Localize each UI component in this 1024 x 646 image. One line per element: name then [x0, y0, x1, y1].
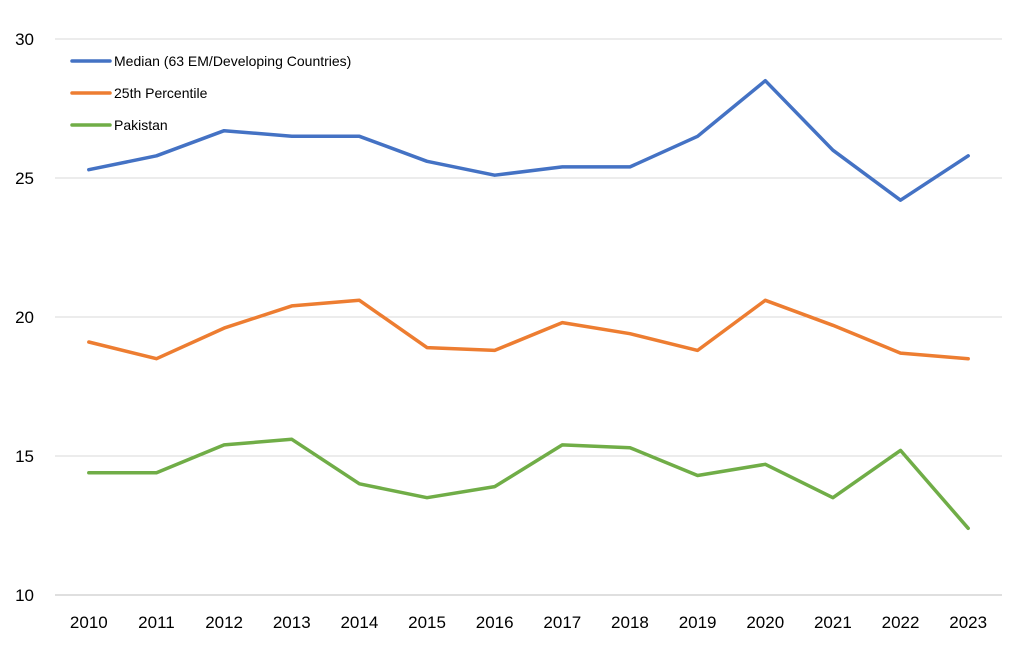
y-tick-label: 10: [15, 586, 34, 605]
data-point-pakistan: [764, 463, 767, 466]
data-point-25th-percentile: [155, 357, 158, 360]
y-tick-label: 15: [15, 447, 34, 466]
gridlines: [55, 38, 1002, 457]
y-tick-label: 25: [15, 169, 34, 188]
data-point-median-63-em-developing-countries: [290, 135, 293, 138]
data-point-median-63-em-developing-countries: [696, 135, 699, 138]
data-point-25th-percentile: [493, 349, 496, 352]
data-point-pakistan: [899, 449, 902, 452]
x-tick-label: 2017: [543, 613, 581, 632]
legend-label: Pakistan: [114, 117, 168, 133]
x-tick-label: 2016: [476, 613, 514, 632]
data-point-pakistan: [967, 527, 970, 530]
data-point-pakistan: [628, 446, 631, 449]
data-point-median-63-em-developing-countries: [493, 174, 496, 177]
data-point-25th-percentile: [358, 299, 361, 302]
series-line-25th-percentile: [87, 298, 970, 361]
x-tick-label: 2013: [273, 613, 311, 632]
legend-label: 25th Percentile: [114, 85, 208, 101]
data-point-pakistan: [155, 471, 158, 474]
x-tick-label: 2010: [70, 613, 108, 632]
data-point-25th-percentile: [290, 304, 293, 307]
y-tick-label: 30: [15, 30, 34, 49]
data-point-25th-percentile: [87, 341, 90, 344]
data-point-25th-percentile: [628, 332, 631, 335]
legend-label: Median (63 EM/Developing Countries): [114, 53, 351, 69]
data-point-median-63-em-developing-countries: [87, 168, 90, 171]
data-point-25th-percentile: [696, 349, 699, 352]
data-point-25th-percentile: [223, 327, 226, 330]
data-point-25th-percentile: [899, 352, 902, 355]
data-point-pakistan: [426, 496, 429, 499]
x-tick-label: 2023: [949, 613, 987, 632]
data-point-median-63-em-developing-countries: [426, 160, 429, 163]
x-tick-label: 2019: [679, 613, 717, 632]
x-tick-label: 2021: [814, 613, 852, 632]
data-point-25th-percentile: [967, 357, 970, 360]
data-point-median-63-em-developing-countries: [223, 129, 226, 132]
x-tick-label: 2018: [611, 613, 649, 632]
data-point-median-63-em-developing-countries: [899, 199, 902, 202]
y-tick-label: 20: [15, 308, 34, 327]
x-tick-label: 2022: [882, 613, 920, 632]
data-point-pakistan: [290, 438, 293, 441]
x-tick-label: 2020: [746, 613, 784, 632]
data-point-pakistan: [696, 474, 699, 477]
data-point-pakistan: [561, 443, 564, 446]
axes: 10 15 20 25 30 2010 2011 2012 2013 2014 2015 2016 20…: [15, 30, 1002, 632]
data-point-median-63-em-developing-countries: [628, 165, 631, 168]
x-tick-label: 2015: [408, 613, 446, 632]
data-point-pakistan: [493, 485, 496, 488]
x-tick-label: 2011: [138, 613, 175, 632]
data-point-pakistan: [87, 471, 90, 474]
data-point-median-63-em-developing-countries: [358, 135, 361, 138]
legend: Median (63 EM/Developing Countries) 25th …: [70, 53, 351, 133]
data-point-median-63-em-developing-countries: [561, 165, 564, 168]
data-point-pakistan: [223, 443, 226, 446]
data-point-25th-percentile: [764, 299, 767, 302]
data-point-25th-percentile: [831, 324, 834, 327]
data-point-25th-percentile: [561, 321, 564, 324]
data-point-25th-percentile: [426, 346, 429, 349]
x-tick-label: 2014: [340, 613, 378, 632]
x-tick-label: 2012: [205, 613, 243, 632]
data-point-pakistan: [358, 482, 361, 485]
data-point-median-63-em-developing-countries: [764, 79, 767, 82]
series-lines: [87, 78, 970, 531]
series-line-median-63-em-developing-countries: [87, 78, 970, 202]
data-point-pakistan: [831, 496, 834, 499]
data-point-median-63-em-developing-countries: [967, 154, 970, 157]
data-point-median-63-em-developing-countries: [155, 154, 158, 157]
data-point-median-63-em-developing-countries: [831, 149, 834, 152]
series-line-pakistan: [87, 437, 970, 531]
